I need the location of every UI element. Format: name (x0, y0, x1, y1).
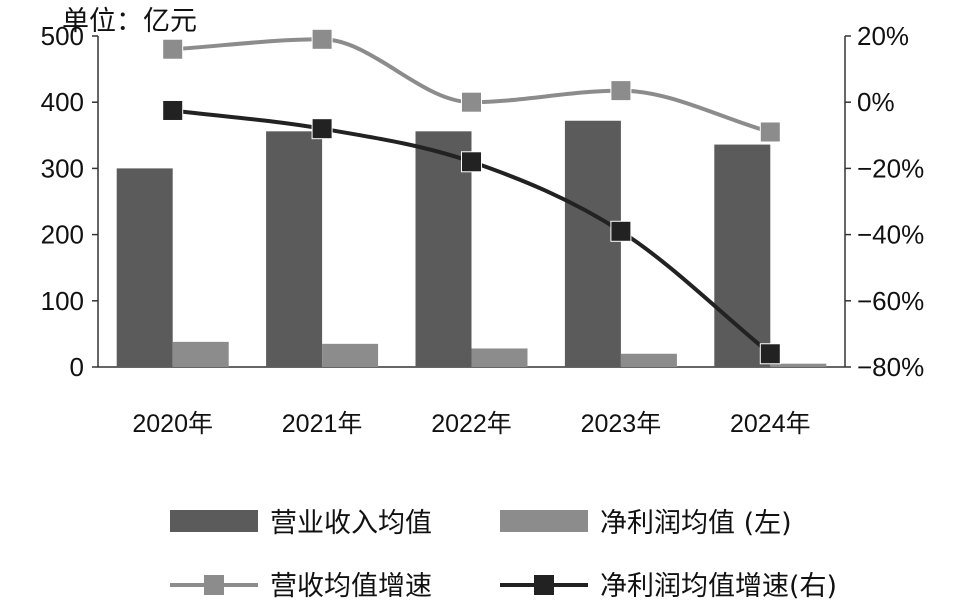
right-axis-tick-label: −40% (857, 220, 924, 250)
net-profit-growth-marker (311, 118, 333, 140)
net-profit-growth-marker (759, 343, 781, 365)
left-axis-tick-label: 200 (41, 220, 84, 250)
revenue-growth-line (172, 37, 771, 134)
bar-revenue (116, 168, 173, 367)
bar-revenue (564, 120, 621, 368)
bar-net-profit (322, 343, 379, 367)
x-axis-category-label: 2021年 (282, 410, 363, 438)
revenue-growth-marker (162, 38, 184, 60)
net-profit-growth-marker (162, 99, 184, 121)
legend-item: 净利润均值增速(右) (500, 571, 837, 602)
legend-label: 净利润均值增速(右) (600, 571, 837, 602)
legend-label: 营业收入均值 (270, 508, 432, 539)
left-axis-tick-label: 0 (70, 352, 84, 382)
legend-swatch (500, 510, 588, 532)
bar-revenue (714, 144, 771, 367)
revenue-growth-marker (311, 28, 333, 50)
right-axis-tick-label: 0% (857, 87, 895, 117)
x-axis-category-label: 2023年 (581, 410, 662, 438)
legend-swatch-marker (204, 575, 224, 595)
legend-item: 净利润均值 (左) (500, 508, 792, 539)
legend-label: 营收均值增速 (270, 571, 432, 602)
plot-area: 0 100 200 300 400 500 −80% −60% −40% −20% 0% 20% 202… (41, 21, 925, 438)
legend-item: 营业收入均值 (170, 508, 432, 539)
legend-label: 净利润均值 (左) (600, 508, 792, 539)
bar-net-profit (620, 353, 677, 367)
revenue-growth-marker (759, 121, 781, 143)
revenue-growth-marker (461, 91, 482, 113)
net-profit-growth-marker (461, 151, 482, 173)
legend-swatch-marker (534, 575, 554, 595)
bar-revenue (266, 131, 323, 367)
legend: 营业收入均值 净利润均值 (左) 营收均值增速 净利润均值增速(右) (170, 508, 837, 602)
unit-label: 单位：亿元 (62, 6, 197, 37)
x-axis-category-label: 2022年 (431, 410, 512, 438)
left-axis-tick-label: 100 (41, 286, 84, 316)
right-axis-tick-label: −80% (857, 352, 924, 382)
x-axis-category-label: 2020年 (132, 410, 213, 438)
right-axis-tick-label: 20% (857, 21, 909, 51)
bar-net-profit (172, 341, 229, 367)
right-axis-tick-label: −20% (857, 153, 924, 183)
left-axis-tick-label: 400 (41, 87, 84, 117)
legend-swatch (170, 510, 258, 532)
legend-item: 营收均值增速 (170, 571, 432, 602)
x-axis-category-label: 2024年 (730, 410, 811, 438)
left-axis-tick-label: 500 (41, 21, 84, 51)
bar-net-profit (471, 348, 528, 367)
left-axis-tick-label: 300 (41, 153, 84, 183)
right-axis-tick-label: −60% (857, 286, 924, 316)
net-profit-growth-marker (610, 220, 632, 242)
revenue-growth-marker (610, 80, 632, 102)
bar-net-profit (770, 363, 827, 367)
